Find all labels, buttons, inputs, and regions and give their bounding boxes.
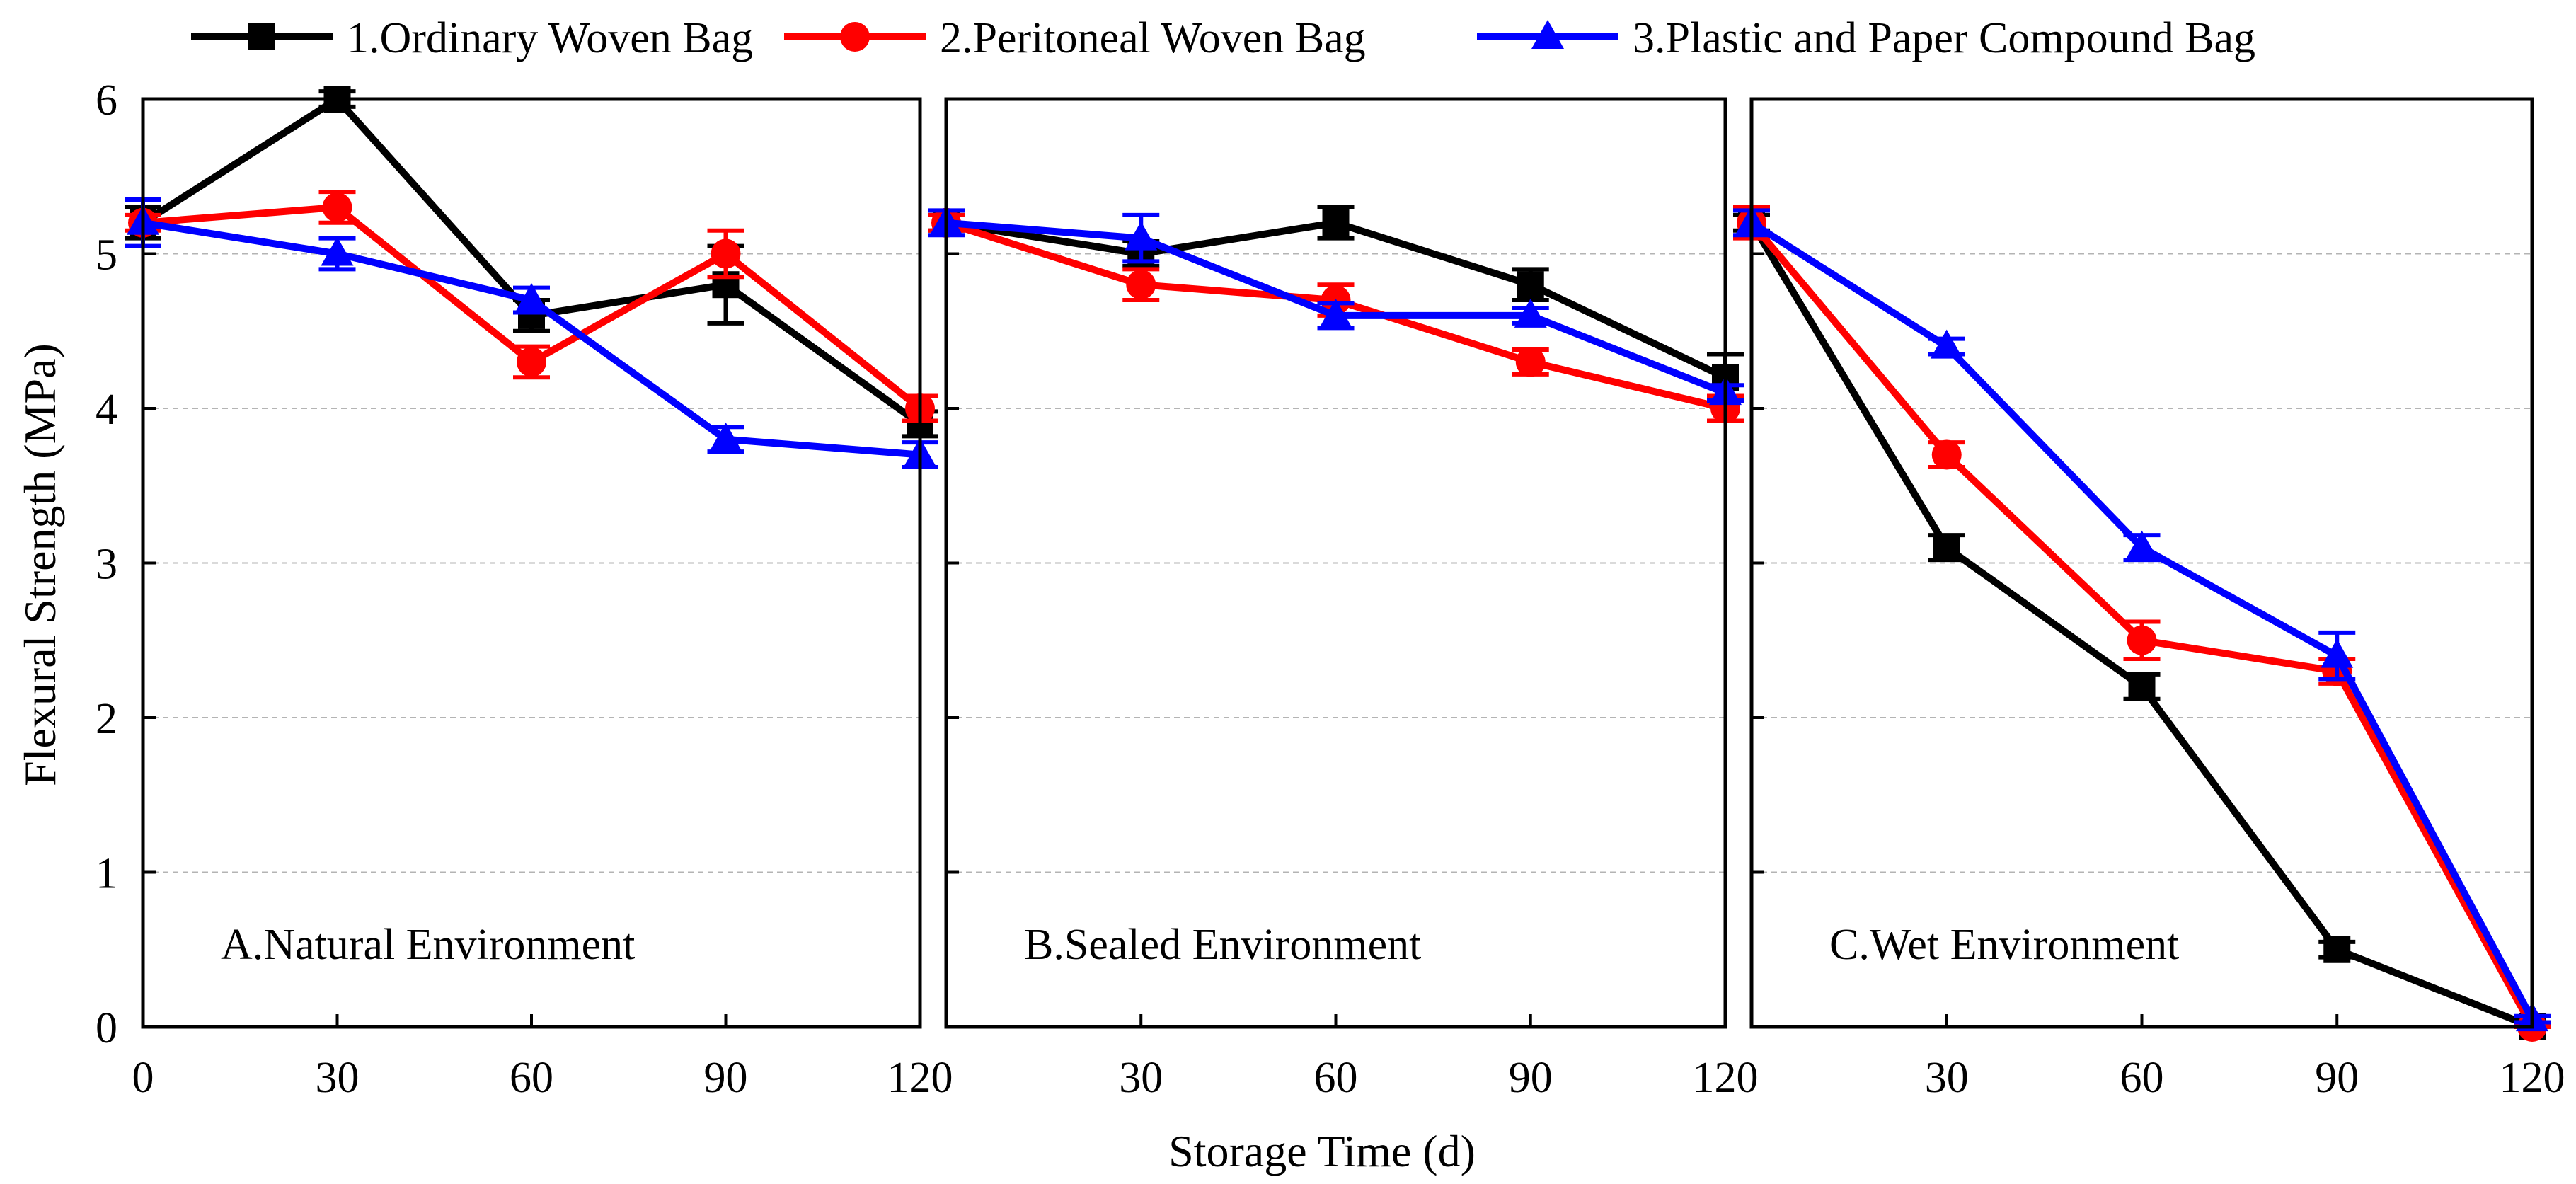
data-point — [515, 283, 548, 313]
y-tick-label: 0 — [96, 1004, 117, 1052]
data-point — [2127, 625, 2157, 655]
legend-item-2: 2.Peritoneal Woven Bag — [784, 14, 1366, 62]
x-tick-label: 90 — [2315, 1054, 2359, 1102]
legend-item-3: 3.Plastic and Paper Compound Bag — [1477, 14, 2255, 62]
x-tick-label: 90 — [704, 1054, 748, 1102]
x-axis-label: Storage Time (d) — [1168, 1126, 1476, 1176]
x-tick-label: 30 — [316, 1054, 360, 1102]
x-tick-label: 60 — [2120, 1054, 2164, 1102]
legend-item-1: 1.Ordinary Woven Bag — [191, 14, 753, 62]
panel-title: B.Sealed Environment — [1024, 921, 1421, 969]
x-tick-label: 120 — [887, 1054, 953, 1102]
data-point — [321, 236, 354, 266]
x-tick-label: 120 — [2500, 1054, 2565, 1102]
data-point — [1931, 439, 1962, 470]
y-tick-label: 1 — [96, 850, 117, 898]
legend: 1.Ordinary Woven Bag 2.Peritoneal Woven B… — [191, 14, 2255, 62]
legend-label: 3.Plastic and Paper Compound Bag — [1633, 14, 2255, 62]
legend-marker — [248, 23, 275, 50]
data-point — [1515, 347, 1546, 377]
y-tick-label: 3 — [96, 541, 117, 589]
data-point — [2321, 638, 2354, 668]
data-point — [1514, 298, 1547, 328]
legend-label: 1.Ordinary Woven Bag — [347, 14, 753, 62]
data-point — [1322, 209, 1350, 236]
data-point — [517, 347, 546, 377]
x-tick-label: 30 — [1119, 1054, 1163, 1102]
x-tick-label: 0 — [132, 1054, 154, 1102]
panel-1: 0 30 60 90 120 A.Natural Environment — [125, 86, 953, 1102]
y-axis-label: Flexural Strength (MPa) — [15, 343, 65, 786]
x-tick-label: 90 — [1509, 1054, 1553, 1102]
series-1-ordinary-woven-bag — [125, 86, 938, 439]
data-point — [1125, 221, 1158, 251]
y-tick-label: 6 — [96, 76, 117, 125]
data-point — [711, 238, 741, 269]
data-point — [1319, 298, 1352, 328]
data-point — [709, 422, 742, 452]
data-point — [1930, 329, 1963, 359]
data-point — [2125, 530, 2158, 560]
legend-marker — [1531, 20, 1564, 49]
data-point — [1933, 534, 1960, 561]
data-point — [2128, 673, 2156, 701]
y-tick-label: 2 — [96, 695, 117, 743]
y-tick-label: 4 — [96, 386, 117, 434]
panel-3: 30 60 90 120 C.Wet Environment — [1733, 97, 2565, 1102]
y-tick-label: 5 — [96, 231, 117, 280]
series-3-plastic-and-paper-compound-bag — [1733, 205, 2551, 1032]
data-point — [1517, 271, 1544, 299]
panel-title: C.Wet Environment — [1829, 921, 2179, 969]
legend-marker — [840, 22, 870, 52]
series-2-peritoneal-woven-bag — [1733, 205, 2551, 1042]
x-tick-label: 60 — [510, 1054, 553, 1102]
data-point — [322, 192, 352, 222]
data-point — [2323, 936, 2351, 963]
x-tick-label: 60 — [1314, 1054, 1358, 1102]
x-tick-label: 120 — [1693, 1054, 1759, 1102]
series-3-plastic-and-paper-compound-bag — [125, 197, 938, 470]
data-point — [1126, 270, 1156, 300]
legend-label: 2.Peritoneal Woven Bag — [940, 14, 1366, 62]
panel-2: 30 60 90 120 B.Sealed Environment — [928, 97, 1759, 1102]
panel-title: A.Natural Environment — [221, 921, 635, 969]
x-tick-label: 30 — [1925, 1054, 1969, 1102]
